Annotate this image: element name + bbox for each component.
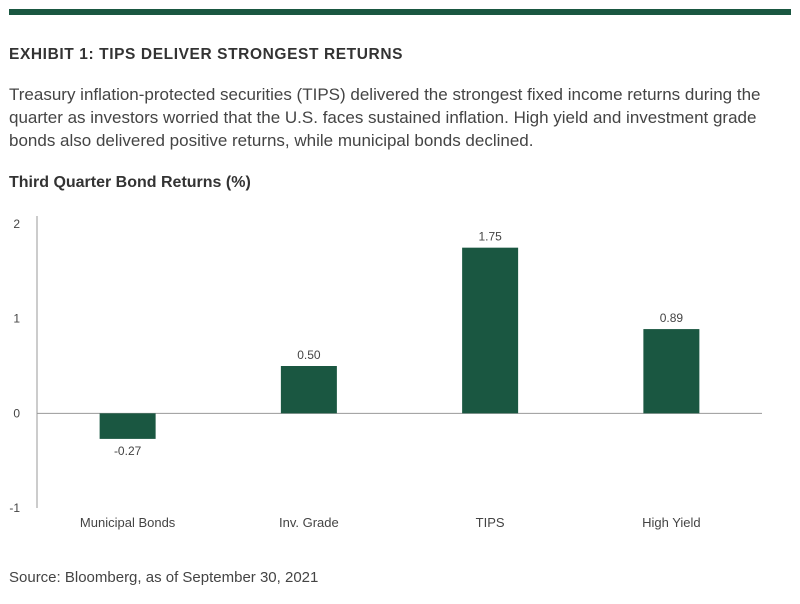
category-label: Inv. Grade bbox=[279, 515, 339, 530]
top-accent-rule bbox=[9, 9, 791, 15]
bar bbox=[462, 247, 519, 414]
data-label: 1.75 bbox=[478, 230, 502, 244]
y-tick-label: 2 bbox=[13, 217, 20, 231]
y-tick-label: 0 bbox=[13, 406, 20, 420]
data-label: 0.89 bbox=[660, 311, 684, 325]
y-tick-label: -1 bbox=[9, 501, 20, 515]
source-note: Source: Bloomberg, as of September 30, 2… bbox=[9, 569, 319, 586]
chart-title: Third Quarter Bond Returns (%) bbox=[9, 174, 251, 191]
bar bbox=[99, 413, 156, 439]
data-label: -0.27 bbox=[114, 444, 142, 458]
category-label: High Yield bbox=[642, 515, 701, 530]
exhibit-title: EXHIBIT 1: TIPS DELIVER STRONGEST RETURN… bbox=[9, 46, 404, 63]
category-label: TIPS bbox=[476, 515, 505, 530]
bar-chart: 2 1 0 -1 -0.27 Municipal Bonds 0.50 Inv. Grade 1… bbox=[9, 216, 762, 530]
category-label: Municipal Bonds bbox=[80, 515, 176, 530]
bar bbox=[643, 329, 700, 414]
y-tick-label: 1 bbox=[13, 312, 20, 326]
data-label: 0.50 bbox=[297, 348, 321, 362]
exhibit-subtitle: Treasury inflation-protected securities … bbox=[9, 85, 761, 150]
bar bbox=[280, 366, 337, 414]
